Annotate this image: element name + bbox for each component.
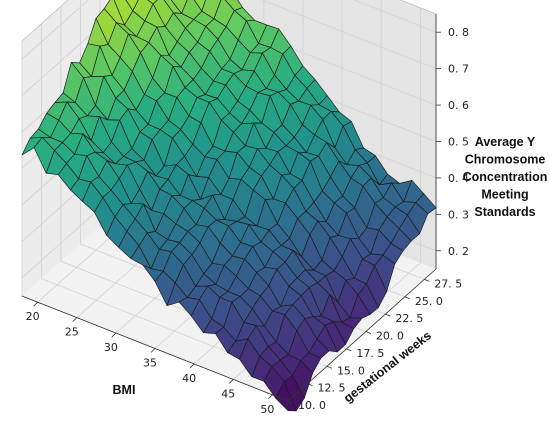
x-tick-mark xyxy=(268,394,273,400)
y-axis-ticks: 10. 0 12. 5 15. 0 17. 5 20. 0 22. 5 25. 0 27. 5 xyxy=(287,277,462,412)
z-tick-label: 0. 7 xyxy=(448,63,469,76)
x-tick-label: 50 xyxy=(260,403,274,416)
x-tick-mark xyxy=(150,348,156,353)
z-axis-title: Average Y Chromosome Concentration Meeting S… xyxy=(463,135,548,219)
x-tick-mark xyxy=(228,379,234,384)
y-tick-label: 10. 0 xyxy=(298,399,326,412)
y-tick-label: 27. 5 xyxy=(434,277,462,290)
x-axis-title: BMI xyxy=(113,383,136,397)
surface-plot xyxy=(21,0,437,412)
x-tick-mark xyxy=(189,363,195,369)
x-tick-label: 40 xyxy=(182,372,196,385)
z-tick-label: 0. 6 xyxy=(448,99,469,112)
y-tick-label: 25. 0 xyxy=(415,295,443,308)
y-tick-mark xyxy=(346,348,352,352)
z-tick-label: 0. 2 xyxy=(448,245,469,258)
y-tick-label: 20. 0 xyxy=(376,330,404,343)
y-tick-mark xyxy=(326,365,333,369)
z-tick-label: 0. 4 xyxy=(448,172,469,185)
x-tick-mark xyxy=(72,317,78,322)
y-axis-line xyxy=(287,268,437,402)
z-tick-label: 0. 5 xyxy=(448,136,469,149)
y-tick-mark xyxy=(287,400,294,404)
x-axis-ticks: 20 25 30 35 40 45 50 xyxy=(26,301,274,416)
y-tick-mark xyxy=(385,313,391,317)
y-tick-mark xyxy=(424,279,430,282)
y-gridline xyxy=(41,23,308,384)
x-tick-mark xyxy=(111,332,117,338)
surface-patch xyxy=(275,381,297,412)
z-axis-title-line: Concentration xyxy=(463,170,548,184)
x-tick-label: 20 xyxy=(26,310,40,323)
x-tick-label: 30 xyxy=(104,341,118,354)
z-gridline xyxy=(21,0,437,60)
x-tick-label: 35 xyxy=(143,357,157,370)
z-tick-label: 0. 8 xyxy=(448,26,469,39)
z-axis-title-line: Standards xyxy=(474,205,535,219)
x-tick-label: 25 xyxy=(65,326,79,339)
x-tick-mark xyxy=(33,301,38,307)
y-tick-label: 22. 5 xyxy=(395,312,423,325)
y-tick-label: 17. 5 xyxy=(356,347,384,360)
z-axis-title-line: Meeting xyxy=(481,188,528,202)
y-tick-mark xyxy=(365,331,372,334)
x-tick-label: 45 xyxy=(221,387,235,400)
y-tick-label: 15. 0 xyxy=(337,364,365,377)
y-tick-mark xyxy=(404,296,410,300)
z-gridline xyxy=(21,0,437,96)
z-tick-label: 0. 3 xyxy=(448,208,469,221)
z-axis-ticks: 0. 2 0. 3 0. 4 0. 5 0. 6 0. 7 0. 8 xyxy=(436,26,469,258)
z-axis-title-line: Average Y xyxy=(475,135,536,149)
y-tick-label: 12. 5 xyxy=(317,382,345,395)
y-tick-mark xyxy=(307,383,313,387)
z-axis-title-line: Chromosome xyxy=(465,153,546,167)
